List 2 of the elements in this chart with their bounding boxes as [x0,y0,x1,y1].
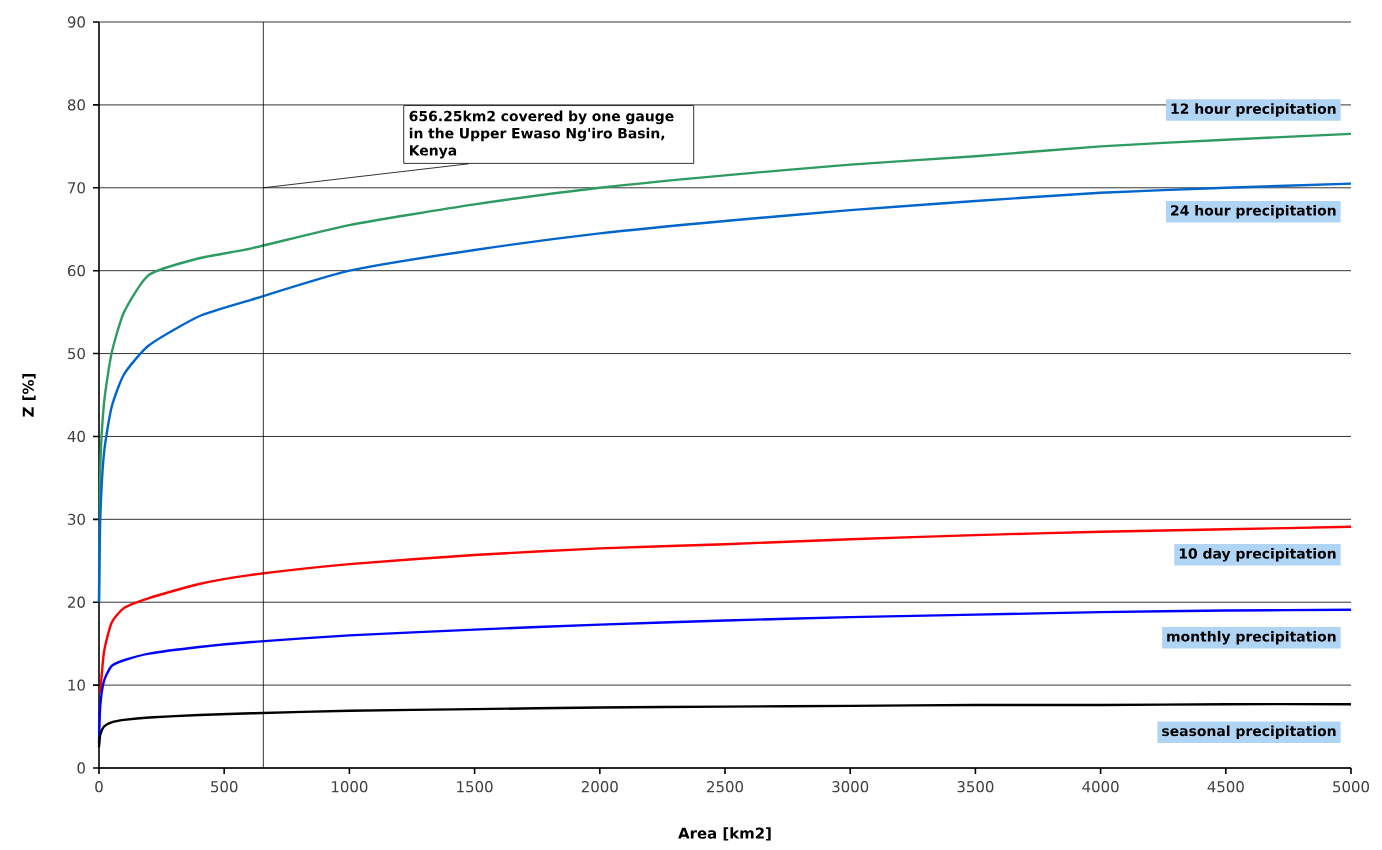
line-series [97,608,1353,745]
line-series [99,525,1353,695]
